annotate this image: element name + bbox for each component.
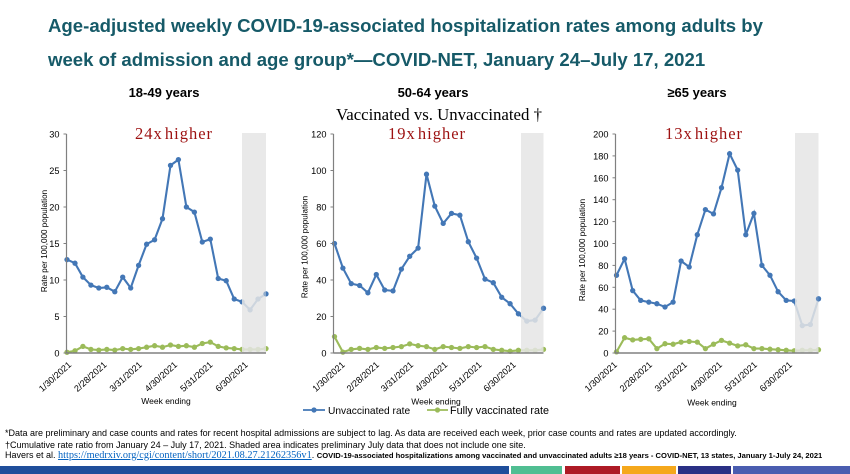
- svg-text:5/31/2021: 5/31/2021: [723, 360, 759, 394]
- svg-text:Week ending: Week ending: [411, 397, 461, 407]
- svg-text:2/28/2021: 2/28/2021: [72, 360, 108, 394]
- svg-text:20: 20: [49, 203, 59, 213]
- svg-text:160: 160: [593, 173, 608, 183]
- svg-text:Rate per 100,000 population: Rate per 100,000 population: [40, 190, 49, 292]
- svg-text:120: 120: [311, 130, 326, 140]
- svg-text:3/31/2021: 3/31/2021: [379, 360, 415, 394]
- svg-text:4/30/2021: 4/30/2021: [143, 360, 179, 394]
- svg-text:Unvaccinated rate: Unvaccinated rate: [328, 406, 410, 417]
- svg-text:60: 60: [316, 239, 326, 249]
- svg-text:15: 15: [49, 239, 59, 249]
- svg-text:≥65 years: ≥65 years: [667, 85, 726, 100]
- svg-text:0: 0: [603, 349, 608, 359]
- svg-text:20: 20: [316, 312, 326, 322]
- svg-text:Week ending: Week ending: [687, 398, 737, 408]
- svg-text:180: 180: [593, 151, 608, 161]
- svg-text:1/30/2021: 1/30/2021: [310, 360, 346, 394]
- svg-text:20: 20: [598, 327, 608, 337]
- svg-text:3/31/2021: 3/31/2021: [107, 360, 143, 394]
- svg-text:80: 80: [316, 203, 326, 213]
- svg-text:100: 100: [593, 239, 608, 249]
- svg-text:60: 60: [598, 283, 608, 293]
- svg-text:50-64 years: 50-64 years: [398, 85, 469, 100]
- svg-text:10: 10: [49, 276, 59, 286]
- svg-text:5/31/2021: 5/31/2021: [178, 360, 214, 394]
- svg-text:80: 80: [598, 261, 608, 271]
- svg-text:2/28/2021: 2/28/2021: [618, 360, 654, 394]
- svg-text:0: 0: [54, 349, 59, 359]
- svg-text:40: 40: [316, 276, 326, 286]
- svg-text:2/28/2021: 2/28/2021: [345, 360, 381, 394]
- svg-text:1/30/2021: 1/30/2021: [37, 360, 73, 394]
- svg-text:19x higher: 19x higher: [388, 124, 466, 143]
- svg-text:Week ending: Week ending: [141, 396, 191, 406]
- svg-text:140: 140: [593, 195, 608, 205]
- svg-text:3/31/2021: 3/31/2021: [653, 360, 689, 394]
- svg-text:100: 100: [311, 166, 326, 176]
- svg-text:Fully vaccinated rate: Fully vaccinated rate: [450, 405, 549, 417]
- svg-text:Vaccinated vs. Unvaccinated †: Vaccinated vs. Unvaccinated †: [336, 105, 542, 124]
- svg-text:4/30/2021: 4/30/2021: [413, 360, 449, 394]
- svg-text:Rate per 100,000 population: Rate per 100,000 population: [301, 196, 310, 298]
- svg-text:200: 200: [593, 130, 608, 140]
- svg-text:4/30/2021: 4/30/2021: [688, 360, 724, 394]
- svg-text:6/30/2021: 6/30/2021: [758, 360, 794, 394]
- svg-text:18-49 years: 18-49 years: [129, 85, 200, 100]
- svg-text:25: 25: [49, 166, 59, 176]
- svg-text:30: 30: [49, 130, 59, 140]
- svg-text:6/30/2021: 6/30/2021: [481, 360, 517, 394]
- svg-text:40: 40: [598, 305, 608, 315]
- svg-text:24x higher: 24x higher: [135, 124, 213, 143]
- svg-text:0: 0: [321, 349, 326, 359]
- svg-text:120: 120: [593, 217, 608, 227]
- svg-text:5: 5: [54, 312, 59, 322]
- svg-text:Rate per 100,000 population: Rate per 100,000 population: [578, 199, 587, 301]
- svg-text:6/30/2021: 6/30/2021: [213, 360, 249, 394]
- svg-text:1/30/2021: 1/30/2021: [583, 360, 619, 394]
- svg-text:13x higher: 13x higher: [665, 124, 743, 143]
- svg-text:5/31/2021: 5/31/2021: [447, 360, 483, 394]
